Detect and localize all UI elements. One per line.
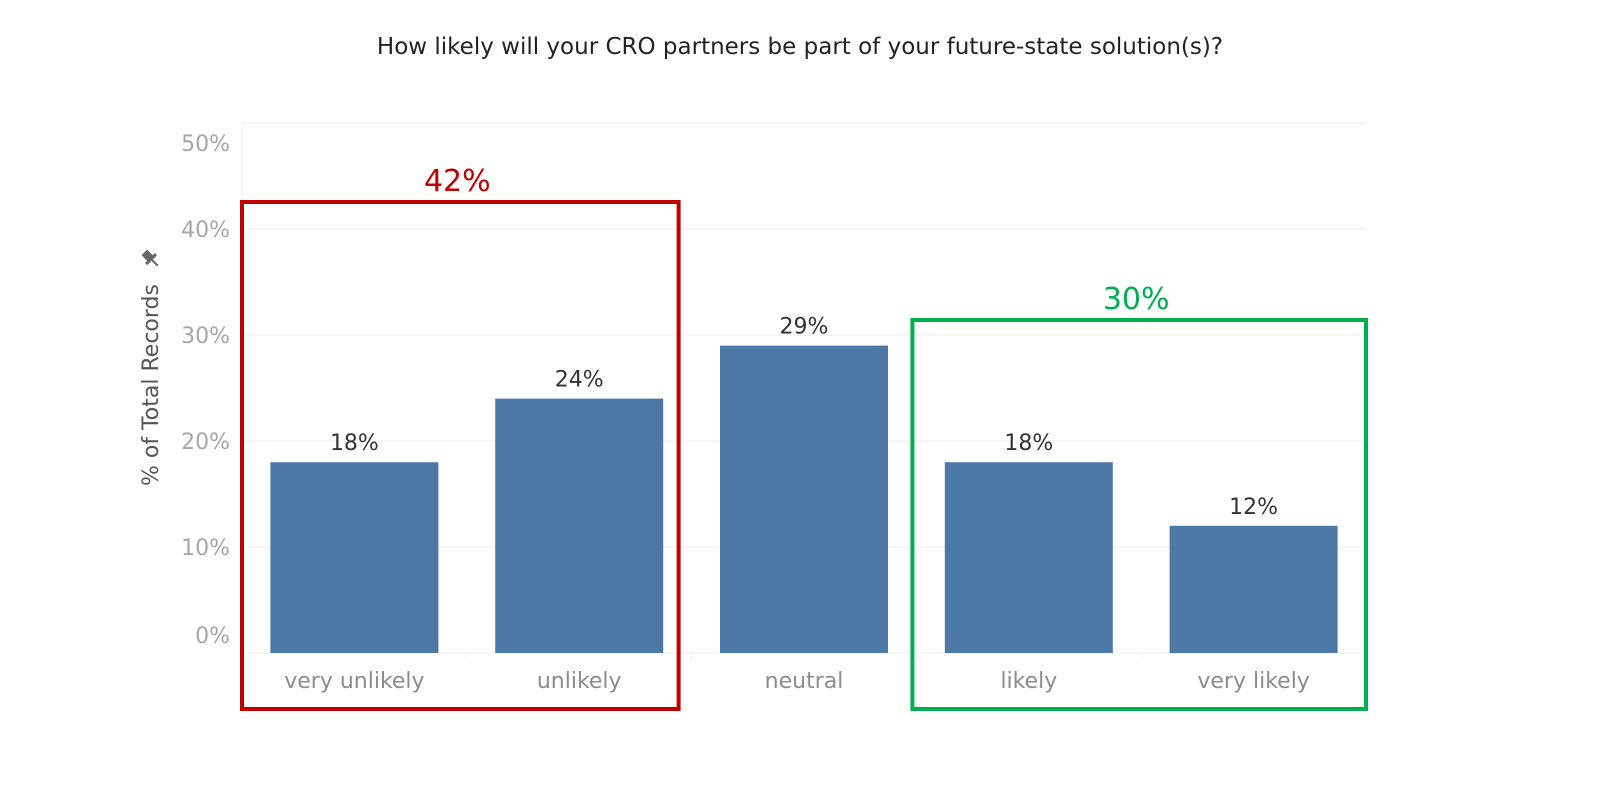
x-axis-labels: very unlikely unlikely neutral likely very l…: [284, 669, 1310, 694]
bar-likely: [944, 462, 1113, 653]
y-axis-title: % of Total Records: [139, 284, 164, 486]
group-box: [240, 200, 681, 711]
group-label: 30%: [1103, 282, 1170, 317]
y-axis-ticks: 0% 10% 20% 30% 40% 50%: [181, 132, 230, 649]
value-label: 18%: [1004, 431, 1053, 456]
pin-icon: [141, 249, 159, 267]
group-boxes: 42% 30%: [240, 164, 1369, 711]
x-tick-label: unlikely: [537, 669, 622, 694]
bars: [270, 345, 1338, 653]
y-axis-title-group: % of Total Records: [139, 249, 164, 486]
value-label: 24%: [555, 368, 604, 393]
x-tick-label: neutral: [765, 669, 844, 694]
value-label: 18%: [330, 431, 379, 456]
bar-very-likely: [1169, 525, 1338, 653]
group-label: 42%: [424, 164, 491, 199]
value-label: 12%: [1229, 495, 1278, 520]
y-tick-label: 40%: [181, 218, 230, 243]
group-box: [910, 318, 1369, 711]
bar-very-unlikely: [270, 462, 439, 653]
bar-unlikely: [495, 398, 664, 653]
y-tick-label: 20%: [181, 430, 230, 455]
x-tick-label: very unlikely: [284, 669, 424, 694]
chart-title: How likely will your CRO partners be par…: [376, 34, 1224, 60]
value-labels: 18% 24% 29% 18% 12%: [330, 315, 1278, 520]
x-tick-label: likely: [1000, 669, 1057, 694]
y-tick-label: 0%: [195, 624, 230, 649]
y-tick-label: 10%: [181, 536, 230, 561]
value-label: 29%: [780, 315, 829, 340]
y-tick-label: 30%: [181, 324, 230, 349]
y-tick-label: 50%: [181, 132, 230, 157]
bar-neutral: [720, 345, 888, 653]
x-tick-label: very likely: [1197, 669, 1309, 694]
